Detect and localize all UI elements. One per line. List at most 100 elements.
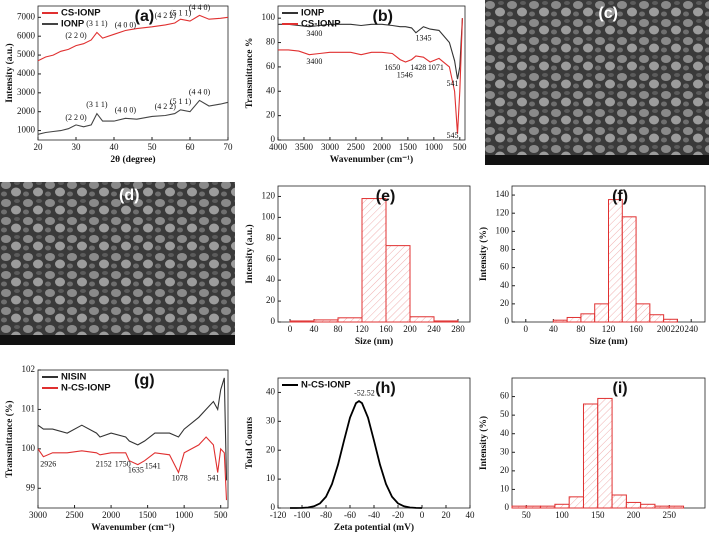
x-tick-label: 70 [224, 142, 234, 152]
y-tick-label: 40 [266, 85, 276, 95]
x-tick-label: 240 [427, 324, 441, 334]
x-axis-label: Wavenumber (cm⁻¹) [330, 154, 413, 165]
legend-label: IONP [301, 8, 325, 19]
y-tick-label: 20 [500, 298, 510, 308]
x-tick-label: 240 [684, 324, 698, 334]
legend-label: CS-IONP [301, 19, 341, 30]
x-tick-label: 0 [420, 510, 425, 520]
y-tick-label: 100 [262, 211, 276, 221]
y-axis-label: Total Counts [245, 417, 255, 469]
plot-frame [37, 369, 229, 509]
x-tick-label: 4000 [269, 142, 288, 152]
annotation: 541 [447, 79, 459, 88]
annotation: 545 [447, 131, 459, 140]
line-series [278, 18, 463, 134]
annotation: (2 2 0) [65, 31, 87, 40]
x-tick-label: 50 [148, 142, 158, 152]
plot-frame [37, 5, 229, 141]
x-tick-label: 0 [524, 324, 529, 334]
annotation: 1541 [145, 461, 161, 470]
legend-label: CS-IONP [61, 8, 101, 19]
annotation: 3400 [306, 29, 322, 38]
y-tick-label: 60 [500, 262, 510, 272]
x-axis-label: Zeta potential (mV) [334, 522, 414, 533]
panel-label: (a) [135, 8, 155, 25]
y-tick-label: 80 [500, 244, 510, 254]
y-tick-label: 120 [262, 191, 276, 201]
x-tick-label: 2000 [373, 142, 392, 152]
x-tick-label: -100 [294, 510, 311, 520]
annotation: 3400 [306, 57, 322, 66]
annotation: (3 1 1) [86, 100, 108, 109]
y-tick-label: 20 [266, 110, 276, 120]
x-tick-label: 500 [453, 142, 467, 152]
y-tick-label: 0 [505, 502, 510, 512]
line-series [37, 377, 228, 481]
x-tick-label: 3000 [321, 142, 340, 152]
x-tick-label: 40 [549, 324, 559, 334]
panel-label: (h) [375, 380, 395, 397]
line-series [278, 18, 463, 80]
annotation: (2 2 0) [65, 113, 87, 122]
y-tick-label: 60 [500, 391, 510, 401]
hist-bar [511, 505, 527, 509]
y-tick-label: 0 [271, 316, 276, 326]
micrograph [485, 0, 709, 165]
panel-label: (e) [376, 188, 396, 205]
hist-bar [568, 496, 584, 509]
x-tick-label: 30 [72, 142, 82, 152]
y-tick-label: 100 [496, 225, 510, 235]
hist-bar [649, 314, 665, 323]
x-tick-label: -60 [344, 510, 356, 520]
x-tick-label: 120 [602, 324, 616, 334]
info-bar [485, 155, 709, 165]
y-tick-label: 100 [22, 443, 36, 453]
x-tick-label: 60 [186, 142, 196, 152]
x-tick-label: 500 [214, 510, 228, 520]
annotation: 2926 [40, 459, 56, 468]
x-tick-label: 1000 [425, 142, 444, 152]
y-tick-label: 1000 [17, 125, 36, 135]
annotation: 1428 [410, 63, 426, 72]
hist-bar [385, 245, 411, 323]
y-tick-label: 3000 [17, 87, 36, 97]
x-tick-label: 2500 [347, 142, 366, 152]
panel-label: (i) [613, 380, 628, 397]
y-tick-label: 80 [266, 232, 276, 242]
y-axis-label: Intensity (a.u.) [4, 43, 15, 102]
hist-bar [552, 319, 568, 323]
hist-bar [582, 403, 599, 509]
x-axis-label: Wavenumber (cm⁻¹) [91, 522, 174, 533]
hist-bar [566, 316, 582, 323]
x-tick-label: 200 [627, 510, 641, 520]
y-tick-label: 80 [266, 37, 276, 47]
x-tick-label: 160 [379, 324, 393, 334]
y-axis-label: Transmittance % [245, 38, 255, 109]
legend-label: N-CS-IONP [301, 380, 351, 391]
annotation: 2152 [96, 459, 112, 468]
x-tick-label: 40 [466, 510, 476, 520]
y-tick-label: 60 [266, 253, 276, 263]
annotation: (4 0 0) [115, 106, 137, 115]
x-tick-label: 1000 [175, 510, 194, 520]
y-tick-label: 20 [266, 295, 276, 305]
y-tick-label: 140 [496, 189, 510, 199]
x-tick-label: 280 [451, 324, 465, 334]
y-tick-label: 40 [266, 387, 276, 397]
hist-bar [433, 320, 459, 323]
panel-label: (d) [119, 187, 139, 204]
panel-label: (f) [612, 188, 628, 205]
hist-bar [580, 313, 596, 323]
y-tick-label: 120 [496, 207, 510, 217]
hist-bar [635, 303, 651, 323]
hist-bar [611, 494, 627, 509]
hist-bar [525, 505, 542, 509]
y-tick-label: 0 [271, 502, 276, 512]
hist-bar [625, 501, 642, 509]
x-tick-label: 80 [576, 324, 586, 334]
x-tick-label: -80 [320, 510, 332, 520]
legend-label: N-CS-IONP [61, 383, 111, 394]
hist-bar [663, 318, 678, 323]
y-tick-label: 2000 [17, 106, 36, 116]
annotation: (3 1 1) [86, 19, 108, 28]
